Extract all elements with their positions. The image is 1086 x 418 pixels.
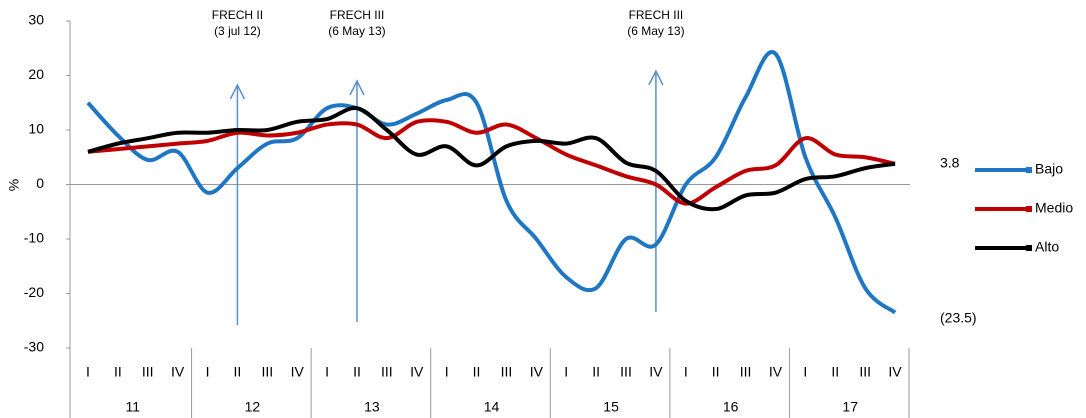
x-tick-label: III	[740, 364, 752, 380]
y-tick-label: 30	[28, 12, 44, 28]
x-tick-label: III	[859, 364, 871, 380]
legend-label: Alto	[1035, 239, 1059, 255]
y-tick-label: 20	[28, 66, 44, 82]
x-tick-label: III	[620, 364, 632, 380]
annotation-text: (6 May 13)	[627, 24, 684, 38]
legend-marker	[1026, 167, 1032, 173]
legend-label: Bajo	[1035, 161, 1063, 177]
x-tick-label: I	[86, 364, 90, 380]
x-tick-label: I	[325, 364, 329, 380]
x-group-label: 15	[603, 399, 619, 415]
x-tick-label: II	[712, 364, 720, 380]
x-group-label: 16	[723, 399, 739, 415]
y-tick-label: -10	[24, 230, 44, 246]
annotation-arrowhead	[229, 83, 246, 100]
annotation-text: FRECH III	[629, 8, 684, 22]
x-tick-label: II	[473, 364, 481, 380]
series-line	[87, 106, 896, 212]
x-tick-label: IV	[649, 364, 663, 380]
x-tick-label: II	[234, 364, 242, 380]
legend-marker	[1026, 206, 1032, 212]
x-tick-label: IV	[530, 364, 544, 380]
x-tick-label: IV	[410, 364, 424, 380]
annotation-arrowhead	[349, 79, 365, 96]
y-tick-label: 10	[28, 121, 44, 137]
series-line	[86, 49, 897, 315]
x-tick-label: IV	[888, 364, 902, 380]
y-axis-label: %	[6, 179, 22, 191]
annotation-text: FRECH II	[212, 8, 263, 22]
series-line	[87, 118, 896, 206]
legend-marker	[1026, 245, 1032, 251]
x-group-label: 12	[245, 399, 261, 415]
x-tick-label: I	[564, 364, 568, 380]
x-tick-label: I	[445, 364, 449, 380]
annotation-text: (3 jul 12)	[214, 24, 261, 38]
end-label: (23.5)	[940, 309, 977, 325]
y-tick-label: 0	[36, 175, 44, 191]
x-tick-label: III	[261, 364, 273, 380]
legend-label: Medio	[1035, 200, 1073, 216]
x-tick-label: III	[381, 364, 393, 380]
x-tick-label: III	[142, 364, 154, 380]
x-tick-label: II	[353, 364, 361, 380]
y-tick-label: -30	[24, 339, 44, 355]
x-tick-label: I	[206, 364, 210, 380]
x-tick-label: III	[501, 364, 513, 380]
x-tick-label: I	[803, 364, 807, 380]
x-tick-label: IV	[291, 364, 305, 380]
x-tick-label: IV	[171, 364, 185, 380]
y-tick-label: -20	[24, 284, 44, 300]
annotation-arrowhead	[648, 69, 664, 86]
x-group-label: 14	[484, 399, 500, 415]
x-tick-label: II	[831, 364, 839, 380]
annotation-text: (6 May 13)	[328, 24, 385, 38]
x-tick-label: I	[684, 364, 688, 380]
x-tick-label: II	[592, 364, 600, 380]
end-label: 3.8	[940, 154, 960, 170]
x-group-label: 13	[364, 399, 380, 415]
x-group-label: 11	[126, 399, 141, 415]
x-tick-label: II	[114, 364, 122, 380]
annotation-text: FRECH III	[330, 8, 385, 22]
x-group-label: 17	[842, 399, 858, 415]
x-tick-label: IV	[769, 364, 783, 380]
